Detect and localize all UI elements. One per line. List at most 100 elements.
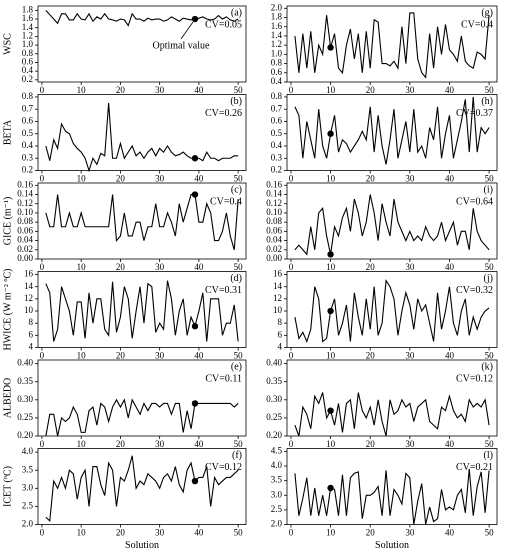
- x-tick-label: 20: [116, 85, 126, 95]
- y-tick-label: 0.02: [17, 244, 33, 254]
- x-tick-label: 20: [116, 439, 126, 449]
- y-tick-label: 0.3: [22, 152, 34, 162]
- x-tick-label: 10: [77, 351, 87, 361]
- optimal-point: [191, 477, 199, 485]
- optimal-point: [191, 191, 199, 198]
- plot-frame: [286, 359, 498, 437]
- cv-label: CV=0.12: [205, 462, 242, 473]
- y-tick-label: 0.7: [271, 103, 283, 113]
- plot-frame: [37, 182, 247, 260]
- y-tick-label: 0.8: [22, 91, 34, 101]
- x-tick-label: 10: [326, 262, 336, 272]
- panel-label: (b): [230, 96, 242, 107]
- data-line: [294, 194, 490, 256]
- optimal-point: [191, 15, 199, 23]
- x-tick-label: 20: [366, 439, 376, 449]
- y-tick-label: 0.20: [266, 430, 282, 440]
- y-tick-label: 0.2: [271, 165, 282, 175]
- x-tick-label: 40: [445, 85, 455, 95]
- y-tick-label: 0.06: [17, 225, 33, 235]
- x-tick-label: 30: [155, 351, 165, 361]
- panel-label: (h): [481, 96, 493, 107]
- y-tick-label: 0.3: [271, 152, 283, 162]
- panel-label: (f): [232, 450, 242, 461]
- x-tick-label: 30: [155, 439, 165, 449]
- y-tick-label: 1.8: [271, 12, 283, 22]
- y-tick-label: 0.12: [266, 198, 282, 208]
- plot-frame: [286, 182, 498, 260]
- x-tick-label: 40: [194, 439, 204, 449]
- x-tick-label: 20: [116, 351, 126, 361]
- data-line: [45, 9, 239, 27]
- x-tick-label: 50: [485, 174, 495, 184]
- x-tick-label: 0: [289, 351, 294, 361]
- y-tick-label: 1.0: [271, 48, 283, 58]
- x-tick-label: 10: [326, 85, 336, 95]
- y-tick-label: 4.0: [271, 460, 283, 470]
- y-tick-label: 2.0: [22, 519, 34, 529]
- x-tick-label: 40: [445, 439, 455, 449]
- x-axis-label: Solution: [125, 540, 159, 550]
- y-tick-label: 0.08: [17, 216, 33, 226]
- y-tick-label: 12: [273, 293, 282, 303]
- x-tick-label: 20: [366, 174, 376, 184]
- y-tick-label: 0.2: [22, 165, 33, 175]
- y-tick-label: 0.6: [271, 116, 283, 126]
- y-tick-label: 3.0: [22, 482, 34, 492]
- y-tick-label: 0.5: [22, 128, 34, 138]
- y-tick-label: 3.0: [271, 489, 283, 499]
- panel-label: (j): [484, 273, 493, 284]
- optimal-point: [191, 323, 199, 330]
- x-tick-label: 50: [485, 528, 495, 538]
- y-tick-label: 0.25: [17, 412, 33, 422]
- cv-label: CV=0.26: [205, 108, 242, 119]
- y-tick-label: 1.2: [22, 30, 33, 40]
- x-tick-label: 0: [40, 174, 45, 184]
- y-axis-label: ICET (ºC): [2, 466, 13, 507]
- y-tick-label: 0.10: [266, 207, 282, 217]
- panel-label: (e): [231, 361, 242, 372]
- x-tick-label: 30: [155, 528, 165, 538]
- panel-label: (d): [230, 273, 242, 284]
- y-tick-label: 0.8: [271, 91, 283, 101]
- y-tick-label: 0.30: [266, 394, 282, 404]
- x-tick-label: 30: [155, 262, 165, 272]
- x-tick-label: 40: [194, 351, 204, 361]
- y-tick-label: 0.04: [17, 235, 33, 245]
- y-tick-label: 10: [273, 305, 283, 315]
- cv-label: CV=0.05: [205, 19, 242, 30]
- x-tick-label: 40: [194, 85, 204, 95]
- x-tick-label: 30: [405, 351, 415, 361]
- y-tick-label: 14: [273, 281, 283, 291]
- x-tick-label: 40: [194, 528, 204, 538]
- x-tick-label: 20: [366, 85, 376, 95]
- y-tick-label: 0.16: [17, 179, 33, 189]
- cv-label: CV=0.12: [456, 373, 493, 384]
- y-tick-label: 1.6: [271, 21, 283, 31]
- x-tick-label: 10: [77, 439, 87, 449]
- y-tick-label: 0.40: [266, 358, 282, 368]
- x-tick-label: 40: [445, 262, 455, 272]
- x-tick-label: 0: [289, 528, 294, 538]
- y-tick-label: 6: [29, 329, 34, 339]
- panel-label: (i): [484, 184, 493, 195]
- x-tick-label: 10: [326, 351, 336, 361]
- x-tick-label: 10: [326, 174, 336, 184]
- annotation-arrow: [180, 21, 194, 40]
- y-axis-label: HWICE (W m⁻² ºC): [2, 268, 13, 350]
- data-line: [45, 455, 239, 523]
- x-tick-label: 0: [40, 528, 45, 538]
- optimal-point: [191, 155, 199, 162]
- x-tick-label: 0: [289, 439, 294, 449]
- plot-frame: [37, 94, 247, 171]
- panel-label: (l): [484, 450, 493, 461]
- y-tick-label: 2.0: [271, 2, 283, 12]
- x-tick-label: 40: [194, 262, 204, 272]
- y-tick-label: 0.14: [266, 189, 282, 199]
- x-tick-label: 30: [405, 528, 415, 538]
- plot-frame: [37, 448, 247, 525]
- y-tick-label: 10: [24, 305, 34, 315]
- y-tick-label: 8: [29, 317, 34, 327]
- x-tick-label: 0: [40, 85, 45, 95]
